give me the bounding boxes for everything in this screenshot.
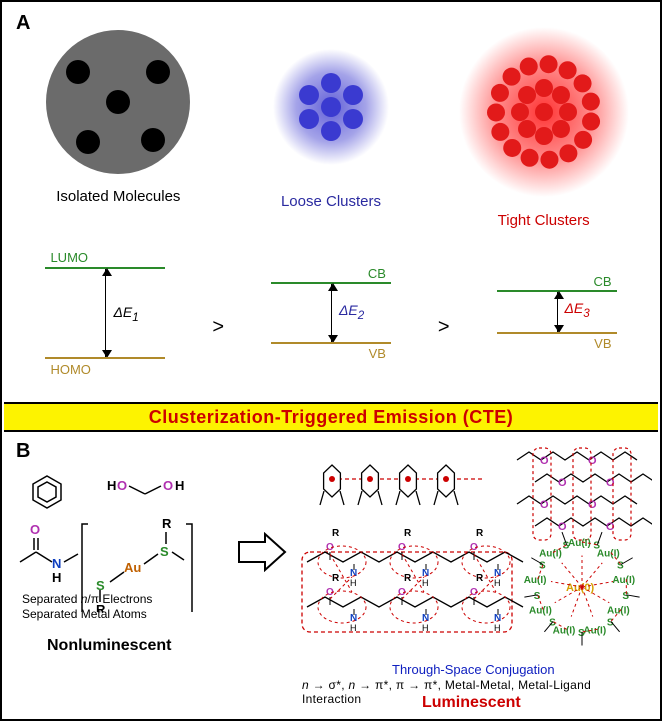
panel-b: HO OH O N H R <box>12 442 650 709</box>
svg-text:Au: Au <box>124 560 141 575</box>
e2-top-label: CB <box>368 266 386 281</box>
e1-delta: ΔE1 <box>113 304 138 324</box>
energy-row: LUMO ΔE1 HOMO > CB ΔE2 VB > CB ΔE3 <box>12 262 650 382</box>
figure-root: A Isolated Molecules <box>0 0 662 721</box>
svg-text:S: S <box>617 561 624 572</box>
isolated-label: Isolated Molecules <box>56 188 180 205</box>
energy-e2: CB ΔE2 VB <box>251 262 411 382</box>
svg-text:H: H <box>422 623 429 633</box>
svg-text:R: R <box>332 573 340 584</box>
e3-bot-label: VB <box>594 336 611 351</box>
svg-text:Au(I): Au(I) <box>539 549 562 560</box>
banner-text: Clusterization-Triggered Emission (CTE) <box>149 407 514 428</box>
svg-text:O: O <box>540 455 549 467</box>
svg-text:O: O <box>606 521 615 533</box>
b-right-svg: OOOOOOOO ONHRONHRONHRONHRONHRONHR Au(0)A… <box>292 447 652 662</box>
tight-svg <box>444 22 644 212</box>
svg-text:Au(I): Au(I) <box>568 538 591 549</box>
svg-text:R: R <box>404 573 412 584</box>
svg-text:H: H <box>175 478 184 493</box>
svg-text:O: O <box>117 478 127 493</box>
svg-text:R: R <box>404 528 412 539</box>
svg-text:S: S <box>160 544 169 559</box>
svg-text:Au(I): Au(I) <box>529 606 552 617</box>
clusters-row: Isolated Molecules <box>12 22 650 222</box>
e2-bot-label: VB <box>369 346 386 361</box>
svg-text:Au(I): Au(I) <box>583 625 606 636</box>
gt2: > <box>438 316 450 339</box>
e2-arrow <box>331 284 332 342</box>
svg-text:Au(I): Au(I) <box>612 575 635 586</box>
gt1: > <box>212 316 224 339</box>
cluster-tight: Tight Clusters <box>444 22 644 229</box>
svg-text:S: S <box>534 591 541 602</box>
luminescent-label: Luminescent <box>422 694 521 712</box>
svg-text:O: O <box>588 455 597 467</box>
svg-text:Au(I): Au(I) <box>524 575 547 586</box>
svg-text:O: O <box>540 499 549 511</box>
e1-bot-label: HOMO <box>50 362 90 377</box>
svg-text:Au(I): Au(I) <box>607 606 630 617</box>
svg-text:H: H <box>350 623 357 633</box>
svg-text:H: H <box>107 478 116 493</box>
svg-text:Au(I): Au(I) <box>597 549 620 560</box>
svg-text:O: O <box>558 521 567 533</box>
svg-text:R: R <box>332 528 340 539</box>
isolated-svg <box>38 22 198 182</box>
svg-text:H: H <box>422 578 429 588</box>
cluster-loose: Loose Clusters <box>231 37 431 210</box>
svg-text:O: O <box>30 522 40 537</box>
svg-text:H: H <box>494 578 501 588</box>
svg-text:O: O <box>163 478 173 493</box>
b-left-line1: Separated n/π Electrons <box>22 592 152 606</box>
e2-delta: ΔE2 <box>339 302 364 322</box>
cluster-isolated: Isolated Molecules <box>18 22 218 205</box>
big-arrow-icon <box>237 532 287 572</box>
svg-text:N: N <box>52 556 61 571</box>
svg-text:H: H <box>52 570 61 585</box>
energy-e3: CB ΔE3 VB <box>477 262 637 382</box>
b-left-svg: HO OH O N H R <box>12 462 232 612</box>
e3-arrow <box>557 292 558 332</box>
e3-delta: ΔE3 <box>565 300 590 320</box>
loose-svg <box>251 37 411 187</box>
e1-top-label: LUMO <box>50 250 88 265</box>
svg-text:O: O <box>558 477 567 489</box>
energy-e1: LUMO ΔE1 HOMO <box>25 262 185 382</box>
svg-text:R: R <box>476 573 484 584</box>
tight-label: Tight Clusters <box>498 212 590 229</box>
e3-top-label: CB <box>593 274 611 289</box>
cte-banner: Clusterization-Triggered Emission (CTE) <box>4 402 658 432</box>
e1-arrow <box>105 269 106 357</box>
svg-text:R: R <box>162 516 172 531</box>
svg-text:R: R <box>476 528 484 539</box>
b-left-line2: Separated Metal Atoms <box>22 607 147 621</box>
svg-text:H: H <box>494 623 501 633</box>
panel-a: Isolated Molecules <box>12 12 650 392</box>
svg-text:O: O <box>606 477 615 489</box>
svg-text:Au(I): Au(I) <box>553 625 576 636</box>
panel-b-left: HO OH O N H R <box>12 462 232 702</box>
svg-text:O: O <box>588 499 597 511</box>
loose-label: Loose Clusters <box>281 193 381 210</box>
tsc-label: Through-Space Conjugation <box>392 662 555 677</box>
svg-text:H: H <box>350 578 357 588</box>
svg-text:n: n <box>194 610 202 612</box>
svg-text:S: S <box>622 591 629 602</box>
nonluminescent-label: Nonluminescent <box>47 637 171 655</box>
